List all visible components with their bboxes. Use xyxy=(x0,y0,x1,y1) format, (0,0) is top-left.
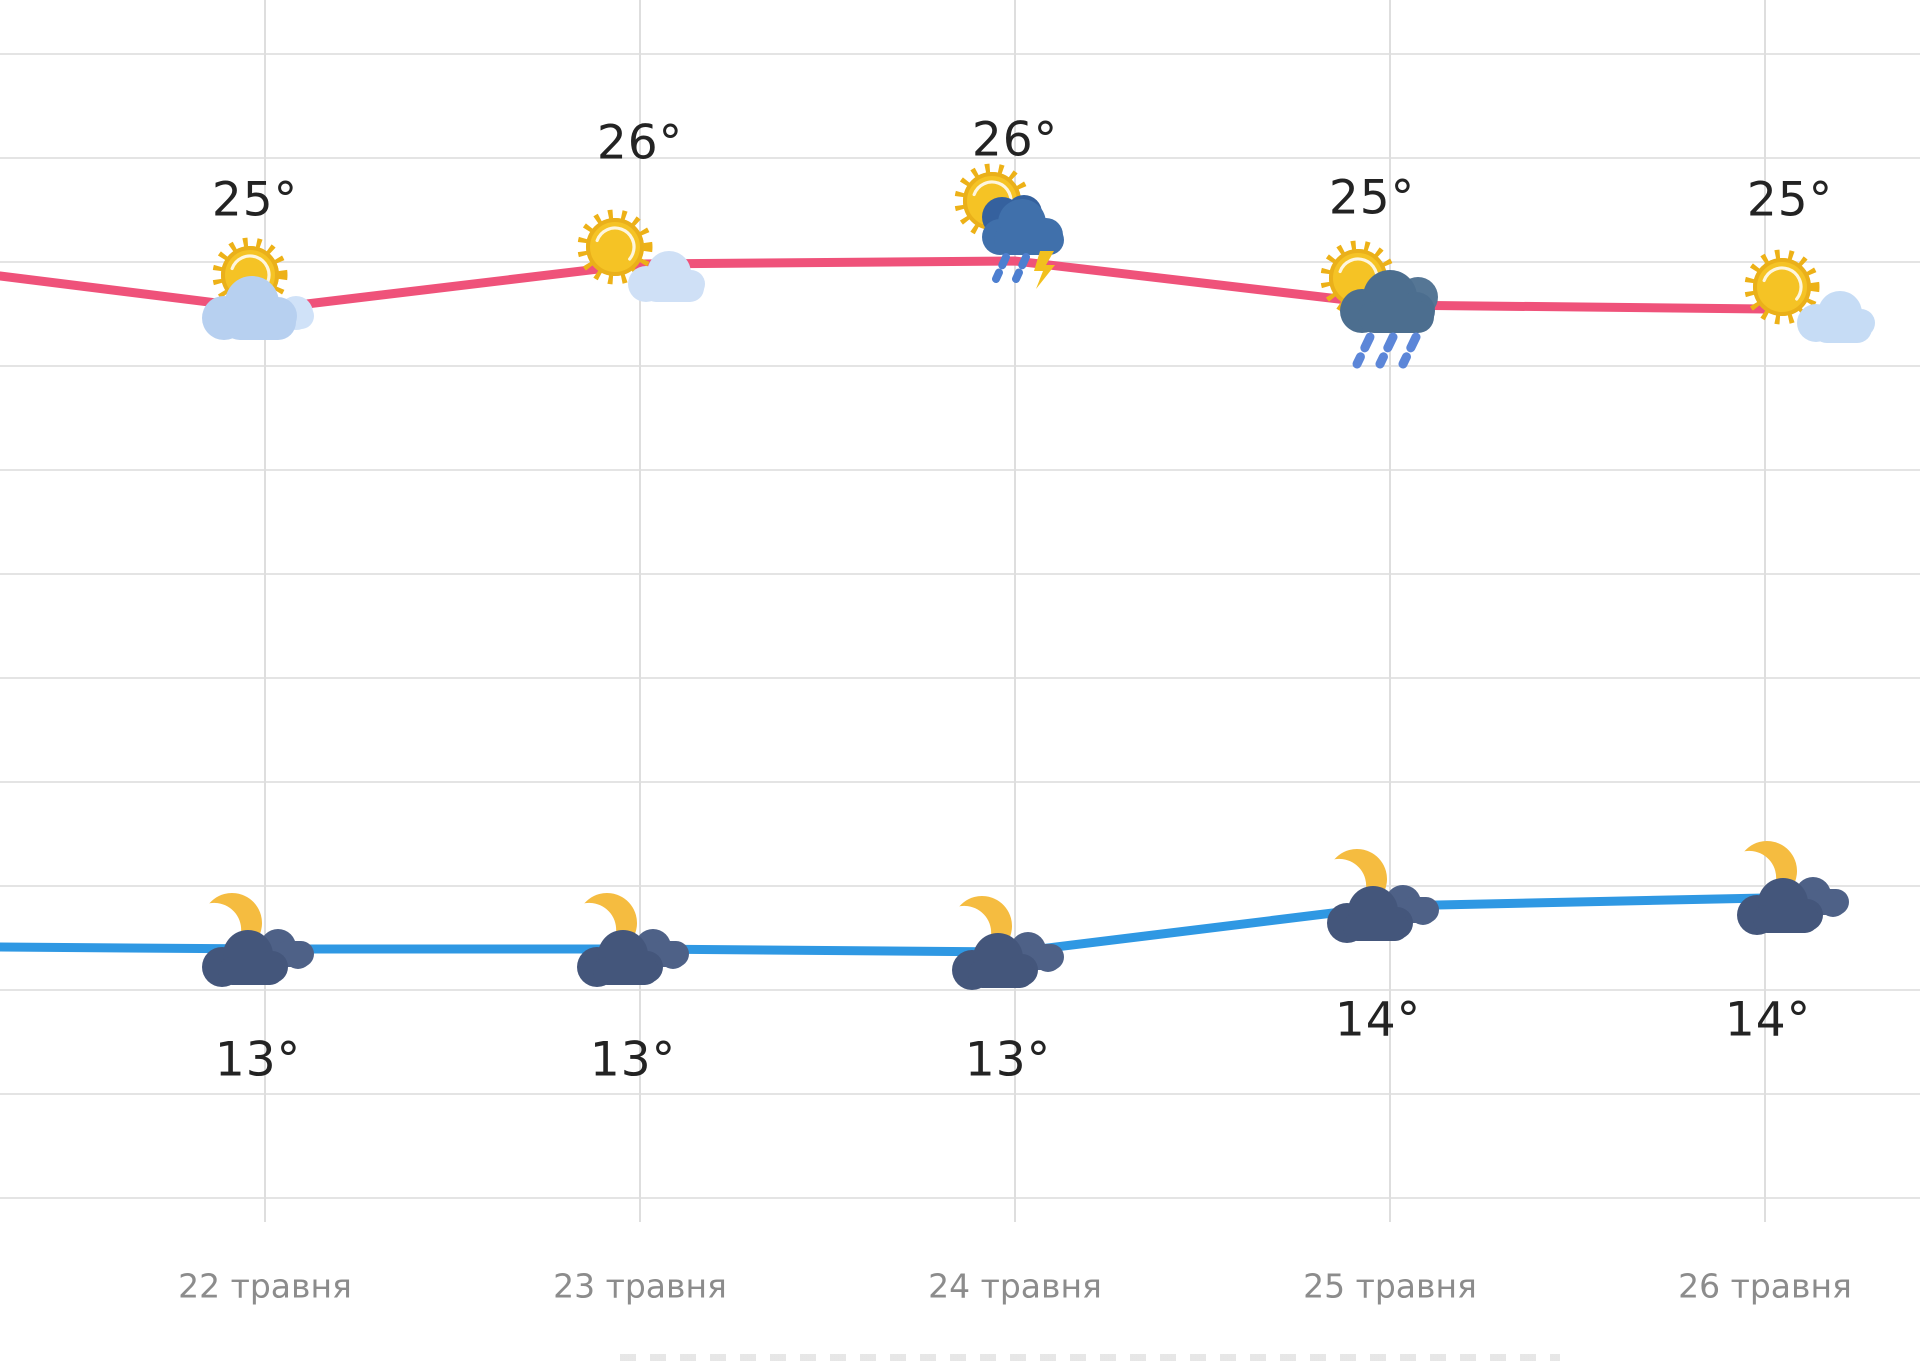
vertical-gridline xyxy=(1014,0,1016,1222)
vertical-gridline xyxy=(639,0,641,1222)
sun-thunderstorm-icon xyxy=(932,153,1064,289)
x-axis-date-label: 22 травня xyxy=(178,1266,352,1306)
day-temp-label: 25° xyxy=(1328,170,1416,226)
night-temp-label: 13° xyxy=(214,1032,302,1088)
vertical-gridline xyxy=(1389,0,1391,1222)
day-temp-label: 25° xyxy=(211,172,299,228)
night-temp-label: 14° xyxy=(1724,992,1812,1048)
moon-cloud-icon xyxy=(920,878,1064,990)
moon-cloud-icon xyxy=(1295,831,1439,943)
moon-cloud-icon xyxy=(170,875,314,987)
x-axis-date-label: 26 травня xyxy=(1678,1266,1852,1306)
sun-small-cloud-icon xyxy=(1720,225,1875,343)
x-axis-date-label: 23 травня xyxy=(553,1266,727,1306)
sun-behind-cloud-icon xyxy=(202,223,314,340)
x-axis-date-label: 24 травня xyxy=(928,1266,1102,1306)
moon-cloud-icon xyxy=(545,875,689,987)
day-temp-label: 26° xyxy=(971,112,1059,168)
vertical-gridline xyxy=(264,0,266,1222)
vertical-gridline xyxy=(1764,0,1766,1222)
cropped-row-artifact xyxy=(620,1354,1560,1361)
night-temp-label: 13° xyxy=(589,1032,677,1088)
sun-small-cloud-icon xyxy=(550,187,705,302)
night-temp-label: 14° xyxy=(1334,992,1422,1048)
night-temp-label: 13° xyxy=(964,1032,1052,1088)
moon-cloud-icon xyxy=(1705,823,1849,935)
x-axis-date-label: 25 травня xyxy=(1303,1266,1477,1306)
day-temp-label: 26° xyxy=(596,115,684,171)
sun-rain-cloud-icon xyxy=(1300,223,1438,369)
day-temp-label: 25° xyxy=(1746,172,1834,228)
horizontal-gridlines xyxy=(0,0,1920,1200)
